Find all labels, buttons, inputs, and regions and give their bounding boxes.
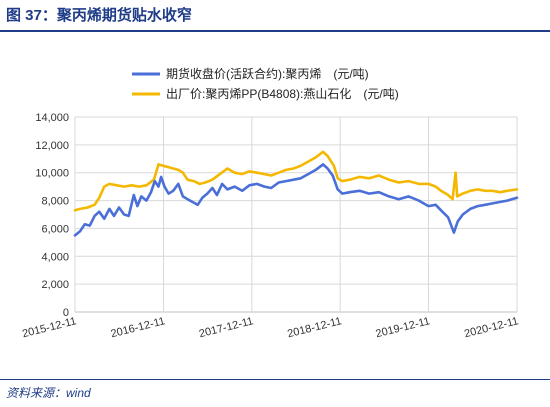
x-tick-label: 2019-12-11 (374, 315, 431, 340)
gridlines (74, 116, 518, 313)
title-rule (0, 30, 550, 32)
y-tick-label: 6,000 (41, 223, 69, 235)
y-tick-label: 2,000 (41, 279, 69, 291)
y-axis-ticks: 0 2,000 4,000 6,000 8,000 10,000 12,000 14,000 (35, 112, 69, 319)
x-tick-label: 2015-12-11 (21, 315, 78, 340)
y-tick-label: 12,000 (35, 140, 69, 152)
series-line-ex-factory-price (73, 150, 519, 212)
series-lines (73, 150, 519, 237)
source-rule (0, 379, 550, 380)
x-tick-label: 2016-12-11 (110, 315, 167, 340)
source-note: 资料来源：wind (6, 386, 91, 400)
legend: 期货收盘价(活跃合约):聚丙烯 (元/吨) 出厂价:聚丙烯PP(B4808):燕山… (132, 66, 399, 101)
y-tick-label: 14,000 (35, 112, 69, 124)
x-axis-ticks: 2015-12-11 2016-12-11 2017-12-11 2018-12-11… (21, 315, 520, 340)
legend-label: 期货收盘价(活跃合约):聚丙烯 (元/吨) (166, 66, 369, 81)
y-tick-label: 10,000 (35, 168, 69, 180)
y-tick-label: 8,000 (41, 196, 69, 208)
line-chart: 02,0004,0006,0008,00010,00012,00014,000 … (21, 66, 520, 340)
legend-label: 出厂价:聚丙烯PP(B4808):燕山石化 (元/吨) (166, 87, 399, 101)
figure-title: 图 37：聚丙烯期货贴水收窄 (6, 7, 192, 24)
series-line-futures-close (73, 163, 519, 237)
y-tick-label: 0 (63, 307, 69, 319)
x-tick-label: 2018-12-11 (286, 315, 343, 340)
x-tick-label: 2017-12-11 (198, 315, 255, 340)
y-tick-label: 4,000 (41, 251, 69, 263)
x-tick-label: 2020-12-11 (463, 315, 520, 340)
